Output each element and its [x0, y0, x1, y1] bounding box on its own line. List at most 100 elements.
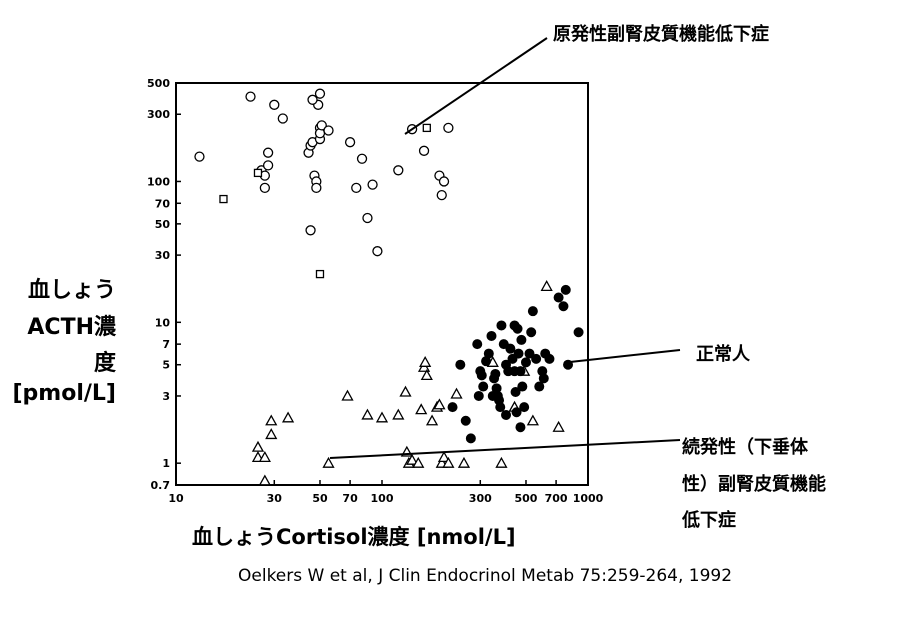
data-points — [194, 88, 584, 486]
point-open-triangle — [450, 387, 463, 399]
x-tick-label: 300 — [469, 492, 492, 505]
point-open-triangle — [251, 440, 265, 452]
point-open-triangle — [526, 414, 539, 426]
point-filled-circle — [510, 387, 521, 398]
leader-normal — [569, 349, 681, 363]
y-axis-ticks: 0.7 1 3 5 7 10 30 50 70 100 300 500 — [147, 77, 181, 492]
point-open-triangle — [415, 403, 428, 415]
point-open-triangle — [258, 474, 271, 486]
x-tick-label: 500 — [515, 492, 538, 505]
y-tick-label: 50 — [155, 218, 171, 231]
annotation-secondary-line-2: 性）副腎皮質機能 — [682, 474, 826, 495]
point-filled-circle — [520, 357, 531, 368]
annotation-leaders — [329, 37, 681, 459]
point-filled-circle — [524, 348, 535, 359]
point-open-circle — [262, 147, 274, 158]
y-tick-label: 5 — [162, 359, 170, 372]
point-open-circle — [367, 179, 378, 190]
point-open-circle — [418, 145, 430, 156]
x-tick-label: 1000 — [573, 492, 604, 505]
point-filled-circle — [505, 343, 516, 354]
point-open-circle — [262, 160, 274, 171]
x-tick-label: 70 — [342, 492, 358, 505]
point-open-square — [219, 194, 228, 204]
y-tick-label: 500 — [147, 77, 170, 90]
point-open-triangle — [258, 451, 271, 462]
point-filled-circle — [473, 390, 484, 401]
y-tick-label: 1 — [162, 457, 170, 470]
point-open-circle — [314, 88, 326, 99]
point-filled-circle — [490, 368, 501, 379]
x-tick-label: 30 — [267, 492, 283, 505]
point-filled-circle — [511, 407, 522, 418]
point-filled-circle — [558, 301, 569, 312]
point-open-triangle — [412, 456, 425, 468]
point-open-triangle — [425, 414, 439, 426]
point-filled-circle — [455, 359, 466, 370]
point-filled-circle — [534, 381, 545, 392]
point-filled-circle — [538, 373, 549, 384]
point-open-square — [253, 168, 263, 178]
point-filled-circle — [544, 353, 555, 364]
y-axis-label-line-2: ACTH濃 — [27, 315, 116, 340]
annotation-secondary-line-1: 続発性（下垂体 — [682, 437, 808, 458]
point-filled-circle — [495, 402, 506, 413]
point-open-circle — [259, 182, 271, 194]
x-tick-label: 50 — [312, 492, 328, 505]
leader-secondary — [329, 439, 681, 459]
point-filled-circle — [483, 348, 494, 359]
point-open-triangle — [265, 428, 278, 440]
point-filled-circle — [560, 284, 571, 295]
point-open-circle — [277, 113, 288, 124]
point-open-square — [315, 269, 325, 279]
point-filled-circle — [526, 327, 537, 338]
point-open-circle — [307, 94, 318, 105]
point-open-circle — [438, 176, 450, 187]
point-filled-circle — [447, 402, 458, 413]
leader-primary — [404, 37, 548, 135]
point-open-triangle — [420, 369, 433, 381]
point-open-square — [422, 123, 431, 133]
y-tick-label: 300 — [147, 108, 170, 121]
point-filled-circle — [509, 320, 520, 331]
x-axis-ticks: 10 30 50 70 100 300 500 700 1000 — [168, 480, 604, 505]
point-open-circle — [362, 212, 373, 224]
point-open-triangle — [552, 420, 565, 432]
point-filled-circle — [515, 422, 526, 433]
point-open-circle — [305, 225, 316, 236]
point-filled-circle — [573, 327, 584, 338]
point-open-triangle — [495, 456, 508, 468]
point-filled-circle — [465, 433, 476, 444]
point-filled-circle — [472, 339, 483, 350]
point-open-triangle — [457, 456, 471, 468]
point-filled-circle — [553, 292, 564, 303]
y-tick-label: 0.7 — [151, 479, 171, 492]
point-filled-circle — [527, 306, 538, 317]
point-open-circle — [356, 153, 368, 164]
y-tick-label: 70 — [155, 197, 171, 210]
point-filled-circle — [513, 348, 524, 359]
point-open-circle — [245, 91, 256, 102]
point-open-circle — [351, 182, 362, 194]
y-axis-label-line-1: 血しょう — [27, 278, 116, 303]
point-filled-circle — [460, 415, 471, 426]
point-open-triangle — [281, 411, 295, 423]
x-tick-label: 100 — [371, 492, 394, 505]
point-filled-circle — [516, 334, 527, 345]
point-open-triangle — [540, 280, 553, 292]
y-tick-label: 7 — [162, 338, 170, 351]
point-open-circle — [393, 165, 404, 176]
point-filled-circle — [501, 409, 512, 420]
point-open-triangle — [322, 456, 335, 468]
point-filled-circle — [531, 353, 542, 364]
point-filled-circle — [476, 370, 487, 381]
point-open-triangle — [399, 385, 412, 397]
point-filled-circle — [486, 330, 497, 341]
point-open-triangle — [392, 408, 405, 420]
point-open-circle — [311, 182, 322, 194]
point-open-triangle — [265, 414, 278, 426]
point-open-circle — [194, 151, 205, 162]
point-open-circle — [443, 122, 454, 134]
point-filled-circle — [517, 381, 528, 392]
point-open-triangle — [433, 398, 446, 410]
